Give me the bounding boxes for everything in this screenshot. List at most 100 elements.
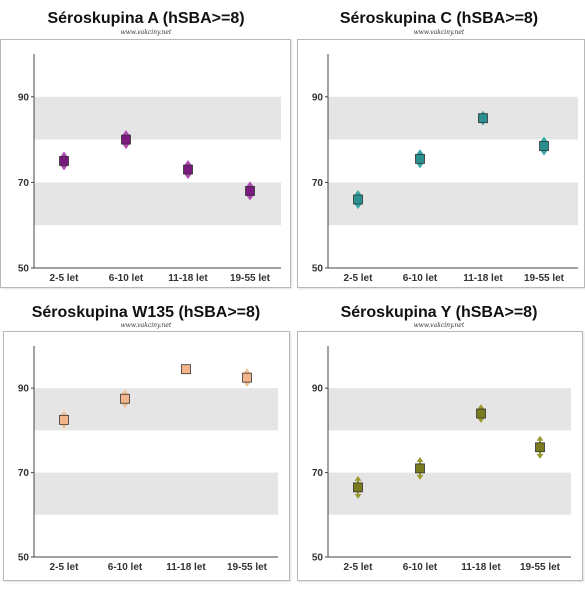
- data-marker: [121, 134, 131, 145]
- x-tick-label: 11-18 let: [461, 562, 501, 573]
- chart-svg: 50 70 90 2-5 let 6-10 let 11-18 let 19-55 let: [18, 54, 281, 284]
- data-marker: [59, 156, 69, 166]
- y-tick-label: 90: [18, 384, 30, 395]
- chart-panel-serogroup-w135: Séroskupina W135 (hSBA>=8) www.vakciny.n…: [0, 294, 292, 591]
- data-point: [415, 456, 425, 480]
- data-point: [183, 160, 193, 180]
- data-marker: [242, 372, 252, 383]
- data-point: [476, 404, 486, 423]
- data-marker: [476, 408, 486, 419]
- error-arrow-down: [60, 165, 68, 171]
- data-marker: [353, 482, 363, 493]
- chart-panel-serogroup-y: Séroskupina Y (hSBA>=8) www.vakciny.net …: [293, 294, 585, 591]
- error-arrow-down: [416, 474, 424, 480]
- error-arrow-up: [536, 435, 544, 441]
- y-tick-label: 70: [312, 468, 324, 479]
- error-arrow-up: [60, 410, 68, 416]
- x-tick-label: 11-18 let: [168, 273, 208, 284]
- data-point: [535, 435, 545, 459]
- data-marker: [539, 141, 549, 151]
- data-point: [59, 151, 69, 171]
- data-marker: [415, 153, 425, 164]
- x-tick-label: 19-55 let: [227, 562, 268, 573]
- x-tick-label: 11-18 let: [463, 273, 503, 284]
- plot-frame: [0, 39, 291, 288]
- error-arrow-up: [243, 368, 251, 374]
- data-marker: [183, 164, 193, 175]
- y-tick-label: 70: [312, 178, 324, 189]
- x-tick-label: 6-10 let: [403, 273, 438, 284]
- y-tick-label: 90: [312, 92, 324, 103]
- band: [34, 388, 278, 431]
- data-marker: [478, 113, 488, 124]
- data-marker: [181, 364, 191, 375]
- y-tick-label: 50: [18, 264, 30, 275]
- data-marker: [120, 393, 130, 404]
- chart-svg: 50 70 90 2-5 let 6-10 let 11-18 let 19-55 let: [312, 346, 571, 573]
- error-arrow-up: [540, 136, 548, 142]
- error-arrow-down: [121, 403, 129, 409]
- data-point: [478, 110, 488, 126]
- error-arrow-down: [477, 417, 485, 423]
- data-marker: [245, 186, 255, 196]
- data-point: [415, 149, 425, 169]
- chart-panel-serogroup-a: Séroskupina A (hSBA>=8) www.vakciny.net …: [0, 0, 292, 290]
- source-label: www.vakciny.net: [413, 29, 465, 36]
- band: [34, 182, 281, 226]
- error-arrow-down: [354, 493, 362, 499]
- x-tick-label: 19-55 let: [230, 273, 271, 284]
- error-arrow-down: [416, 163, 424, 169]
- x-tick-label: 11-18 let: [166, 562, 206, 573]
- error-arrow-up: [122, 130, 130, 136]
- band: [328, 388, 571, 431]
- data-point: [353, 189, 363, 210]
- x-tick-label: 2-5 let: [50, 273, 80, 284]
- error-arrow-up: [60, 151, 68, 157]
- y-tick-label: 50: [18, 553, 30, 564]
- chart-svg: 50 70 90 2-5 let 6-10 let 11-18 let 19-55 let: [312, 54, 578, 284]
- error-arrow-up: [184, 160, 192, 165]
- error-arrow-down: [184, 174, 192, 180]
- error-arrow-down: [540, 150, 548, 156]
- chart-svg: 50 70 90 2-5 let 6-10 let 11-18 let 19-55 let: [18, 346, 278, 573]
- x-tick-label: 2-5 let: [344, 273, 374, 284]
- source-label: www.vakciny.net: [120, 322, 172, 329]
- band: [34, 96, 281, 140]
- data-marker: [535, 442, 545, 453]
- error-arrow-up: [416, 456, 424, 462]
- x-tick-label: 6-10 let: [403, 562, 438, 573]
- error-arrow-up: [477, 404, 485, 410]
- data-marker: [353, 194, 363, 205]
- error-arrow-up: [246, 181, 254, 187]
- data-point: [539, 136, 549, 156]
- x-tick-label: 19-55 let: [524, 273, 565, 284]
- chart-panel-serogroup-c: Séroskupina C (hSBA>=8) www.vakciny.net …: [293, 0, 585, 290]
- y-tick-label: 70: [18, 178, 30, 189]
- y-tick-label: 50: [312, 553, 324, 564]
- data-marker: [59, 414, 69, 425]
- band: [34, 472, 278, 515]
- error-arrow-down: [243, 382, 251, 388]
- error-arrow-down: [536, 453, 544, 459]
- error-arrow-up: [354, 189, 362, 195]
- y-tick-label: 70: [18, 468, 30, 479]
- plot-frame: [297, 331, 583, 581]
- x-tick-label: 6-10 let: [108, 562, 143, 573]
- data-point: [120, 389, 130, 409]
- x-tick-label: 2-5 let: [344, 562, 374, 573]
- data-point: [245, 181, 255, 201]
- y-tick-label: 50: [312, 264, 324, 275]
- y-tick-label: 90: [18, 92, 30, 103]
- data-point: [121, 130, 131, 150]
- data-point: [242, 368, 252, 388]
- x-tick-label: 19-55 let: [520, 562, 561, 573]
- error-arrow-down: [60, 424, 68, 430]
- chart-title: Séroskupina Y (hSBA>=8): [340, 304, 538, 321]
- band: [328, 96, 578, 140]
- error-arrow-up: [416, 149, 424, 155]
- data-point: [353, 475, 363, 499]
- x-tick-label: 6-10 let: [109, 273, 144, 284]
- error-arrow-up: [354, 475, 362, 481]
- data-point: [59, 410, 69, 430]
- error-arrow-down: [122, 144, 130, 150]
